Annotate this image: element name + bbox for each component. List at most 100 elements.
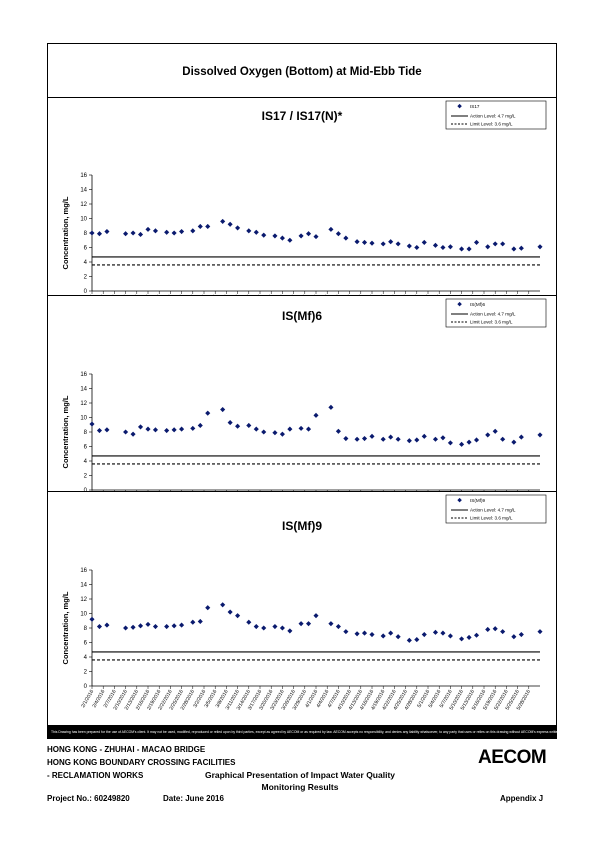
data-point — [335, 428, 341, 434]
y-tick-label: 16 — [80, 568, 87, 574]
data-point — [466, 634, 472, 640]
data-point — [414, 244, 420, 251]
legend-label-series: IS(Mf)6 — [470, 302, 486, 307]
data-point — [152, 624, 159, 630]
y-axis-title: Concentration, mg/L — [61, 196, 70, 269]
y-tick-label: 10 — [80, 416, 87, 422]
data-point — [388, 239, 394, 245]
data-point — [96, 624, 103, 630]
data-point — [220, 406, 226, 413]
figure-frame: Dissolved Oxygen (Bottom) at Mid-Ebb Tid… — [47, 43, 557, 726]
y-tick-label: 4 — [84, 459, 88, 465]
data-point — [272, 624, 278, 630]
data-point — [235, 423, 241, 429]
chart-panel-ismf6: IS(Mf)6 IS(Mf)6 Action Level: 4.7 mg/L Limi… — [48, 295, 556, 492]
data-point — [518, 434, 524, 440]
data-point — [440, 630, 446, 636]
data-point — [205, 223, 211, 230]
data-point — [313, 234, 319, 240]
figure-title: Dissolved Oxygen (Bottom) at Mid-Ebb Tid… — [182, 66, 422, 78]
data-point — [369, 433, 375, 439]
data-point — [313, 613, 319, 619]
chart-panel-is17: IS17 / IS17(N)* IS17 Action Level: 4.7 mg/… — [48, 97, 556, 296]
y-tick-label: 4 — [84, 655, 88, 661]
data-point — [246, 228, 252, 234]
data-point — [500, 241, 506, 247]
data-point — [130, 230, 136, 236]
data-point — [261, 232, 267, 238]
data-point — [253, 426, 259, 432]
data-point — [421, 239, 427, 245]
data-point — [492, 241, 498, 247]
y-tick-label: 8 — [84, 626, 88, 632]
data-point — [361, 239, 368, 245]
data-point — [96, 231, 103, 237]
data-point — [473, 632, 480, 638]
data-point — [123, 625, 129, 631]
y-tick-label: 10 — [80, 217, 87, 223]
data-point — [492, 428, 498, 434]
data-point — [485, 432, 491, 438]
project-line-2: HONG KONG BOUNDARY CROSSING FACILITIES — [47, 758, 236, 767]
data-point — [287, 237, 293, 243]
data-point — [518, 245, 524, 251]
y-tick-label: 14 — [80, 188, 87, 194]
data-point — [261, 429, 267, 435]
data-point — [328, 621, 334, 627]
legend-label-limit: Limit Level: 3.6 mg/L — [470, 320, 513, 325]
chart-panel-ismf9: IS(Mf)9 IS(Mf)9 Action Level: 4.7 mg/L Limi… — [48, 491, 556, 726]
data-point — [388, 434, 394, 440]
data-point — [421, 433, 427, 439]
chart-svg: IS17 / IS17(N)* IS17 Action Level: 4.7 mg/… — [61, 100, 547, 296]
data-point — [406, 637, 412, 643]
disclaimer-bar: This Drawing has been prepared for the u… — [47, 726, 557, 739]
aecom-logo: AECOM — [478, 747, 547, 768]
data-point — [388, 630, 394, 636]
data-point — [164, 229, 170, 235]
data-point — [205, 605, 211, 611]
data-point — [354, 239, 360, 245]
y-tick-label: 6 — [84, 246, 88, 252]
data-point — [485, 626, 491, 632]
y-tick-label: 6 — [84, 641, 88, 647]
data-point — [447, 244, 453, 250]
data-point — [537, 244, 543, 250]
data-point — [104, 229, 110, 235]
y-tick-label: 2 — [84, 275, 88, 281]
data-point — [279, 431, 285, 437]
data-point — [447, 440, 453, 446]
legend-box — [445, 494, 547, 524]
data-point — [361, 630, 368, 636]
data-point — [335, 624, 341, 630]
data-point — [395, 241, 401, 247]
data-point — [96, 428, 103, 434]
data-point — [354, 631, 360, 637]
data-point — [152, 228, 159, 234]
data-point — [369, 631, 375, 638]
data-point — [89, 421, 95, 427]
y-tick-label: 8 — [84, 430, 88, 436]
data-point — [261, 625, 267, 631]
data-point — [511, 439, 517, 445]
data-point — [253, 229, 259, 235]
data-point — [197, 223, 203, 230]
chart-svg: IS(Mf)9 IS(Mf)9 Action Level: 4.7 mg/L Limi… — [61, 494, 547, 711]
y-tick-label: 8 — [84, 231, 88, 237]
legend: IS(Mf)6 Action Level: 4.7 mg/L Limit Level… — [445, 298, 547, 328]
data-point — [298, 621, 304, 627]
data-point — [298, 425, 304, 431]
data-point — [380, 633, 386, 639]
data-point — [313, 412, 319, 418]
data-point — [485, 244, 491, 250]
data-point — [104, 427, 110, 433]
data-point — [220, 218, 226, 224]
data-point — [279, 625, 285, 631]
data-point — [518, 631, 524, 638]
data-point — [164, 624, 170, 630]
data-point — [179, 426, 185, 432]
data-point — [145, 621, 151, 627]
data-point — [190, 228, 196, 234]
data-point — [335, 231, 341, 237]
data-point — [137, 231, 144, 237]
y-tick-label: 2 — [84, 670, 88, 676]
